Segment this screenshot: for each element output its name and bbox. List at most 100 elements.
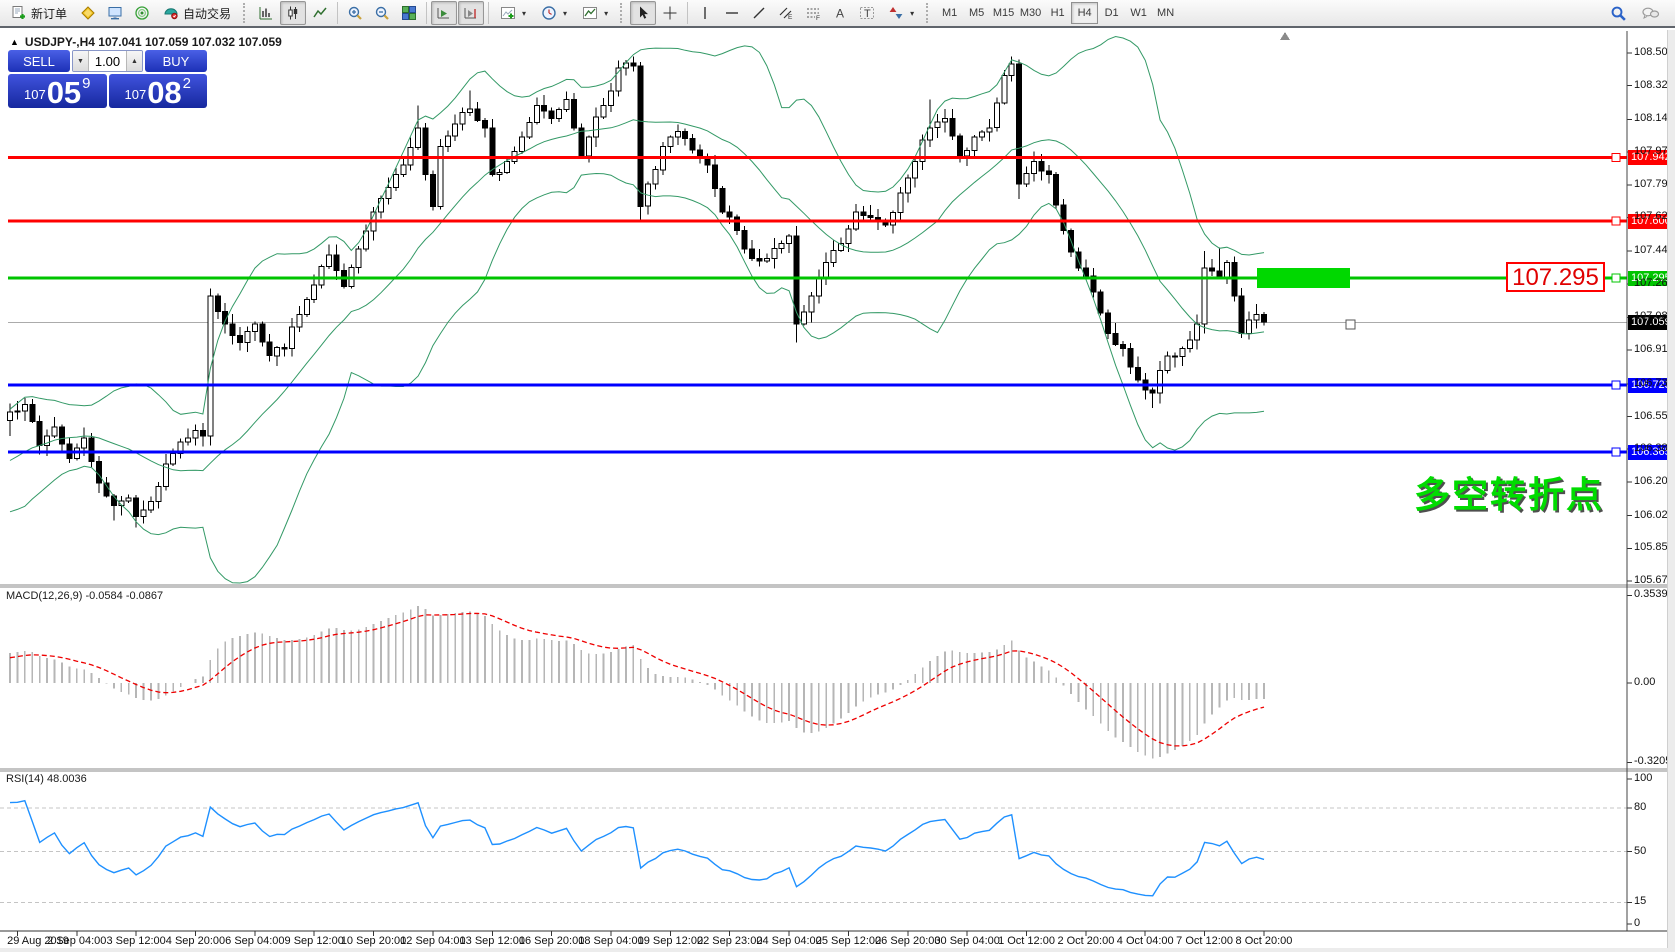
toolbar-grip[interactable]: [620, 3, 625, 23]
svg-text:F: F: [816, 15, 820, 21]
candle: [214, 295, 221, 313]
candle: [170, 453, 177, 465]
signals-button[interactable]: [129, 1, 155, 25]
price-tick-label: 106.380: [1634, 442, 1674, 455]
metaeditor-button[interactable]: [75, 1, 101, 25]
text-label-tool-button[interactable]: T: [854, 1, 880, 25]
auto-scroll-button[interactable]: [431, 1, 458, 25]
search-button[interactable]: [1605, 1, 1631, 25]
toolbar-grip[interactable]: [243, 3, 248, 23]
autotrading-icon: [164, 8, 178, 20]
time-axis-label: 25 Sep 12:00: [815, 935, 882, 947]
periods-button[interactable]: ▾: [534, 1, 574, 25]
candle: [1090, 275, 1097, 293]
candle: [689, 137, 696, 151]
candle: [845, 228, 852, 245]
trendline-tool-button[interactable]: [746, 1, 772, 25]
chinese-note-text[interactable]: 多空转折点: [1414, 474, 1605, 515]
timeframe-h4[interactable]: H4: [1071, 2, 1099, 24]
line-chart-button[interactable]: [307, 1, 333, 25]
bar-chart-button[interactable]: [253, 1, 279, 25]
timeframe-mn[interactable]: MN: [1157, 7, 1175, 19]
candle: [274, 347, 281, 357]
sell-price-display[interactable]: 107 05 9: [8, 74, 107, 108]
time-axis-label: 24 Sep 04:00: [756, 935, 822, 947]
vertical-line-tool-button[interactable]: [692, 1, 718, 25]
candle: [1186, 339, 1193, 349]
fibonacci-tool-button[interactable]: F: [800, 1, 826, 25]
line-handle[interactable]: [1611, 447, 1621, 457]
zoom-in-button[interactable]: [342, 1, 368, 25]
buy-price-display[interactable]: 107 08 2: [108, 74, 207, 108]
cursor-button[interactable]: [630, 1, 657, 25]
candlestick-chart-button[interactable]: [280, 1, 307, 25]
chart-shift-button[interactable]: [458, 1, 485, 25]
text-label-icon: T: [860, 7, 875, 20]
candle: [1253, 314, 1260, 321]
crosshair-button[interactable]: [657, 1, 683, 25]
chevron-down-icon[interactable]: ▾: [563, 8, 568, 18]
volume-input[interactable]: [89, 51, 126, 71]
timeframe-w1[interactable]: W1: [1130, 7, 1147, 19]
time-axis-label: 4 Sep 20:00: [165, 935, 226, 947]
time-axis-label: 26 Sep 20:00: [875, 935, 941, 947]
autotrading-button[interactable]: 自动交易: [156, 1, 238, 25]
candle: [600, 104, 607, 118]
candle: [890, 211, 896, 226]
highlight-rectangle[interactable]: [1257, 268, 1350, 288]
candle: [570, 99, 577, 129]
toolbar-grip[interactable]: [926, 3, 931, 23]
candle: [1194, 323, 1201, 341]
candle: [459, 111, 466, 125]
candle: [593, 116, 600, 138]
arrows-icon: [889, 7, 903, 19]
trade-panel-toggle[interactable]: ▲: [10, 37, 19, 47]
indicators-button[interactable]: ▾: [493, 1, 533, 25]
chevron-down-icon[interactable]: ▾: [910, 8, 915, 18]
buy-price-prefix: 107: [124, 87, 147, 102]
timeframe-m30[interactable]: M30: [1019, 7, 1042, 19]
buy-button[interactable]: BUY: [145, 50, 207, 72]
horizontal-line-tool-button[interactable]: [719, 1, 745, 25]
timeframe-m1[interactable]: M1: [941, 7, 958, 19]
time-axis-label: 4 Oct 04:00: [1116, 935, 1174, 947]
tile-windows-button[interactable]: [396, 1, 422, 25]
timeframe-h1[interactable]: H1: [1050, 7, 1065, 19]
zoom-in-icon: [348, 6, 362, 20]
text-tool-button[interactable]: A: [827, 1, 853, 25]
arrows-tool-button[interactable]: ▾: [881, 1, 921, 25]
volume-increase-button[interactable]: ▲: [126, 51, 142, 71]
chevron-down-icon[interactable]: ▾: [522, 8, 527, 18]
timeframe-m5[interactable]: M5: [968, 7, 985, 19]
terminal-button[interactable]: [102, 1, 128, 25]
candle: [749, 248, 755, 260]
chevron-down-icon[interactable]: ▾: [604, 8, 609, 18]
candle: [437, 146, 444, 207]
line-handle[interactable]: [1611, 216, 1621, 226]
line-handle[interactable]: [1611, 152, 1621, 162]
sell-button[interactable]: SELL: [8, 50, 70, 72]
templates-button[interactable]: ▾: [575, 1, 615, 25]
toolbar-separator: [488, 2, 490, 24]
price-tick-label: 107.085: [1634, 310, 1674, 323]
new-order-button[interactable]: 新订单: [4, 1, 74, 25]
candle: [1209, 267, 1215, 272]
time-axis-label: 6 Sep 04:00: [225, 935, 285, 947]
line-handle[interactable]: [1611, 380, 1621, 390]
candle: [429, 174, 436, 207]
zoom-out-button[interactable]: [369, 1, 395, 25]
candle: [1261, 314, 1267, 323]
candle: [1134, 366, 1141, 381]
object-handle[interactable]: [1345, 319, 1356, 330]
chat-button[interactable]: [1637, 1, 1663, 25]
candle: [726, 211, 733, 218]
volume-decrease-button[interactable]: ▼: [73, 51, 89, 71]
price-callout-label[interactable]: 107.295: [1506, 262, 1605, 292]
timeframe-m15[interactable]: M15: [992, 7, 1015, 19]
line-handle[interactable]: [1611, 273, 1621, 283]
chart-shift-marker[interactable]: [1280, 32, 1290, 40]
timeframe-d1[interactable]: D1: [1104, 7, 1119, 19]
channel-tool-button[interactable]: E: [773, 1, 799, 25]
